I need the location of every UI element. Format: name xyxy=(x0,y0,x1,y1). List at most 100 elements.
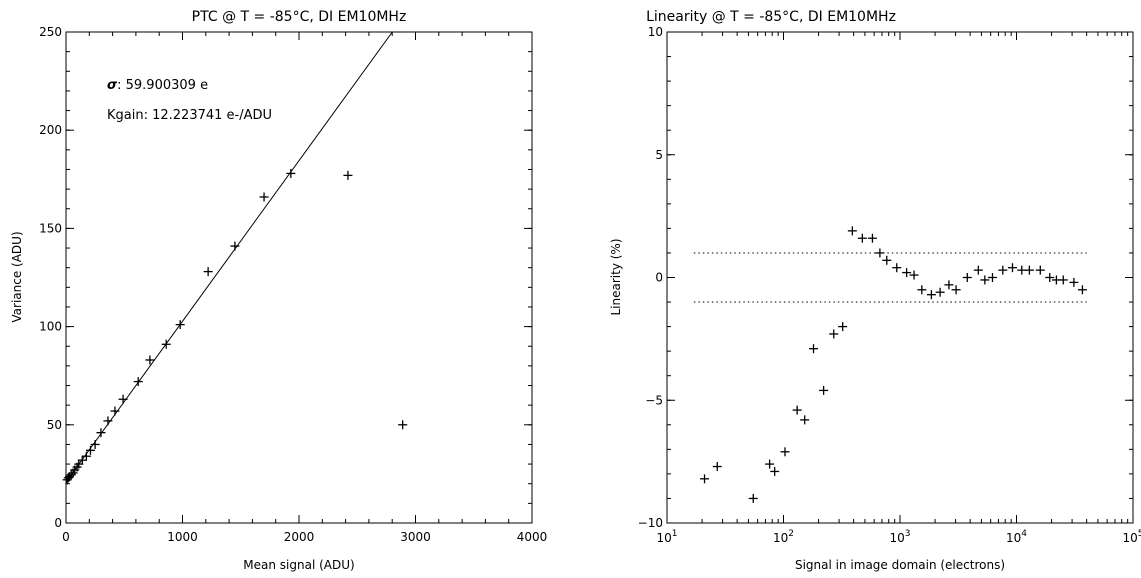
linearity-data-point xyxy=(926,290,936,300)
linearity-data-point xyxy=(765,459,775,469)
linearity-data-point xyxy=(987,273,997,282)
linearity-x-tick-base: 10 xyxy=(656,531,671,545)
ptc-data-point xyxy=(85,445,95,455)
linearity-data-point xyxy=(829,329,839,339)
linearity-x-tick-label: 104 xyxy=(1006,529,1027,545)
ptc-data-points xyxy=(62,168,408,485)
ptc-data-point xyxy=(145,355,155,365)
linearity-data-point xyxy=(700,474,710,484)
linearity-data-point xyxy=(1024,265,1034,275)
linearity-y-tick-label: −5 xyxy=(645,393,663,407)
linearity-x-tick-base: 10 xyxy=(1122,531,1137,545)
linearity-x-tick-exponent: 5 xyxy=(1138,529,1141,539)
linearity-data-point xyxy=(712,462,722,472)
linearity-data-point xyxy=(857,233,867,243)
ptc-y-tick-label: 100 xyxy=(39,320,62,334)
ptc-data-point xyxy=(175,320,185,330)
ptc-plot-frame xyxy=(65,31,533,524)
ptc-x-tick-label: 3000 xyxy=(400,530,431,544)
linearity-title: Linearity @ T = -85°C, DI EM10MHz xyxy=(646,9,896,25)
linearity-x-tick-exponent: 3 xyxy=(905,529,911,539)
linearity-data-point xyxy=(882,255,892,265)
linearity-y-tick-label: −10 xyxy=(638,516,663,530)
linearity-data-point xyxy=(973,265,983,275)
ptc-sigma-annotation: σ: 59.900309 e xyxy=(107,78,208,93)
ptc-y-tick-label: 200 xyxy=(39,123,62,137)
ptc-x-tick-label: 2000 xyxy=(284,530,315,544)
ptc-fit-line xyxy=(65,31,393,483)
ptc-data-point xyxy=(81,451,91,461)
ptc-data-point xyxy=(66,470,76,480)
linearity-data-point xyxy=(892,263,902,273)
linearity-data-point xyxy=(1035,265,1045,275)
linearity-x-tick-base: 10 xyxy=(889,531,904,545)
linearity-data-point xyxy=(944,280,954,290)
ptc-data-point xyxy=(118,394,128,404)
ptc-y-axis-label: Variance (ADU) xyxy=(10,231,24,322)
linearity-data-point xyxy=(951,285,961,295)
ptc-x-tick-label: 1000 xyxy=(167,530,198,544)
linearity-y-tick-label: 0 xyxy=(655,271,663,285)
ptc-x-tick-label: 0 xyxy=(62,530,70,544)
ptc-sigma-value: : 59.900309 e xyxy=(117,78,208,93)
ptc-sigma-symbol: σ xyxy=(107,78,118,93)
linearity-data-point xyxy=(998,265,1008,275)
linearity-data-point xyxy=(819,385,829,395)
linearity-data-point xyxy=(867,233,877,243)
ptc-data-point xyxy=(230,241,240,251)
ptc-chart: PTC @ T = -85°C, DI EM10MHz 0 1000 2000 300… xyxy=(10,9,547,572)
linearity-data-point xyxy=(792,405,802,415)
linearity-chart: Linearity @ T = -85°C, DI EM10MHz 101 102… xyxy=(609,9,1141,572)
ptc-data-point xyxy=(398,420,408,430)
linearity-data-point xyxy=(980,275,990,285)
linearity-data-point xyxy=(838,322,848,332)
ptc-data-point xyxy=(133,377,143,387)
linearity-data-point xyxy=(1069,277,1079,287)
linearity-x-tick-label: 102 xyxy=(773,529,794,545)
linearity-data-point xyxy=(1077,285,1087,295)
linearity-x-tick-label: 105 xyxy=(1122,529,1141,545)
linearity-y-axis-label: Linearity (%) xyxy=(609,238,623,315)
linearity-data-point xyxy=(1017,265,1027,275)
linearity-data-point xyxy=(909,270,919,280)
linearity-x-tick-base: 10 xyxy=(1006,531,1021,545)
linearity-x-tick-exponent: 1 xyxy=(672,529,678,539)
ptc-data-point xyxy=(90,439,100,449)
linearity-y-tick-label: 5 xyxy=(655,148,663,162)
linearity-data-point xyxy=(1008,263,1018,273)
linearity-data-point xyxy=(935,287,945,297)
ptc-data-point xyxy=(203,267,213,277)
linearity-x-axis-label: Signal in image domain (electrons) xyxy=(795,558,1005,572)
ptc-x-tick-label: 4000 xyxy=(517,530,548,544)
linearity-data-point xyxy=(748,493,758,503)
ptc-data-point xyxy=(286,168,296,178)
linearity-data-point xyxy=(917,285,927,295)
linearity-x-tick-exponent: 4 xyxy=(1021,529,1027,539)
linearity-x-tick-label: 101 xyxy=(656,529,677,545)
linearity-data-point xyxy=(902,268,912,278)
linearity-data-point xyxy=(962,273,972,282)
ptc-data-point xyxy=(103,416,113,426)
ptc-data-point xyxy=(161,339,171,349)
linearity-data-point xyxy=(800,415,810,425)
ptc-data-point xyxy=(110,406,120,416)
linearity-x-tick-label: 103 xyxy=(889,529,910,545)
linearity-data-point xyxy=(847,226,857,236)
linearity-data-point xyxy=(809,344,819,354)
linearity-data-points xyxy=(700,226,1087,503)
ptc-y-tick-label: 250 xyxy=(39,25,62,39)
linearity-data-point xyxy=(780,447,790,457)
ptc-y-tick-label: 0 xyxy=(54,516,62,530)
ptc-y-tick-label: 150 xyxy=(39,221,62,235)
ptc-title: PTC @ T = -85°C, DI EM10MHz xyxy=(192,9,407,25)
linearity-data-point xyxy=(770,466,780,476)
ptc-kgain-annotation: Kgain: 12.223741 e-/ADU xyxy=(107,108,272,123)
linearity-data-point xyxy=(1058,275,1068,285)
ptc-data-point xyxy=(343,170,353,180)
linearity-data-point xyxy=(1045,273,1055,282)
ptc-data-point xyxy=(96,428,106,438)
linearity-y-tick-label: 10 xyxy=(648,25,663,39)
linearity-x-tick-base: 10 xyxy=(773,531,788,545)
